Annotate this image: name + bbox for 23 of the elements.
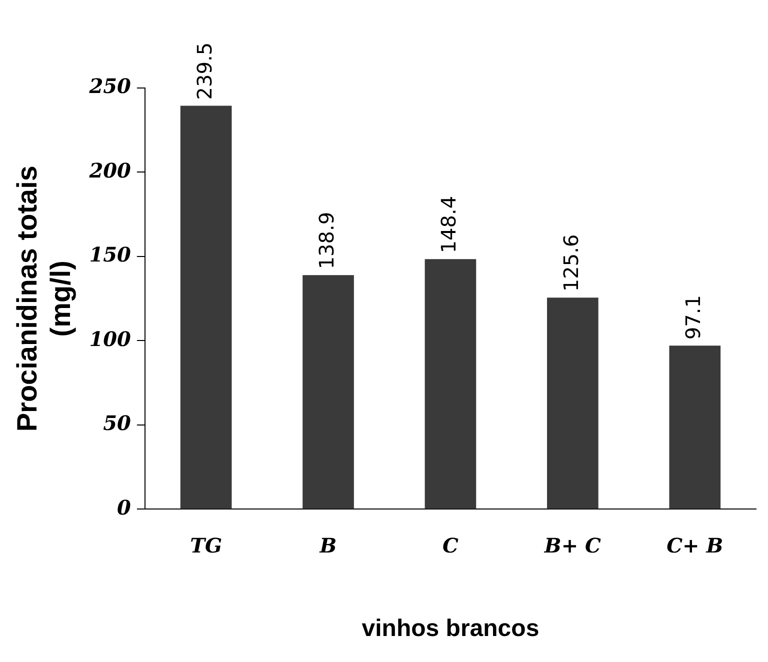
bar	[424, 259, 476, 509]
data-label: 138.9	[314, 212, 338, 270]
x-tick-label: C+ B	[666, 533, 724, 558]
y-tick-label: 100	[89, 326, 132, 351]
data-label: 148.4	[436, 196, 461, 254]
x-tick-label: C	[442, 533, 459, 558]
bar	[547, 298, 598, 509]
data-label: 239.5	[192, 42, 216, 100]
y-axis-title: Procianidinas totais (mg/l)	[12, 166, 76, 432]
bar	[180, 106, 232, 509]
x-axis-title: vinhos brancos	[362, 615, 540, 642]
bar	[669, 346, 721, 509]
bar	[302, 275, 354, 509]
x-tick-label: B+ C	[543, 533, 602, 558]
x-tick-label: TG	[190, 533, 222, 558]
y-tick-label: 150	[89, 242, 132, 267]
y-tick-label: 200	[88, 158, 132, 182]
data-label: 97.1	[681, 295, 706, 340]
data-label: 125.6	[558, 234, 583, 292]
y-tick-label: 0	[117, 495, 132, 520]
y-tick-label: 50	[103, 411, 132, 436]
y-tick-label: 250	[88, 74, 132, 98]
x-tick-label: B	[318, 533, 337, 558]
